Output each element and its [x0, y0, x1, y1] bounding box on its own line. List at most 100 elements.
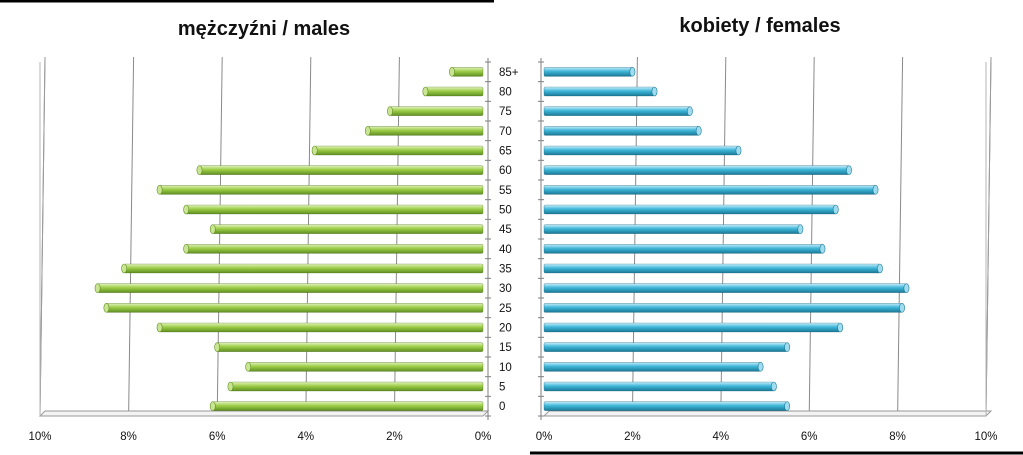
females-bar: [544, 284, 909, 293]
males-bar-cap: [215, 343, 220, 352]
males-x-tick-label: 4%: [297, 431, 314, 443]
females-bar-cap: [785, 402, 790, 411]
males-bar: [215, 343, 483, 352]
males-bar-cap: [184, 244, 189, 253]
females-bars: [544, 67, 909, 410]
age-group-label: 60: [499, 165, 512, 177]
males-bar-cap: [184, 205, 189, 214]
males-gridline: [217, 57, 222, 416]
females-gridline: [809, 57, 814, 416]
males-bar: [95, 284, 483, 293]
females-panel-title: kobiety / females: [679, 15, 840, 37]
age-axis-labels: 0 5 10 15 20 25 30 35 40 45 50 55 60 65 70 75 80 85+: [499, 67, 519, 413]
age-group-label: 0: [499, 401, 505, 413]
females-bar-cap: [758, 362, 763, 371]
males-bars: [95, 67, 483, 410]
females-bar: [544, 205, 838, 214]
females-bar-cap: [785, 343, 790, 352]
males-x-tick-label: 8%: [120, 431, 137, 443]
females-bar-cap: [877, 264, 882, 273]
males-bar-cap: [197, 166, 202, 175]
females-bar: [544, 244, 825, 253]
females-bar-cap: [899, 303, 904, 312]
males-bar: [197, 166, 483, 175]
males-bar: [210, 402, 483, 411]
females-x-axis-ticks: 0% 2% 4% 6% 8% 10%: [536, 431, 998, 443]
females-bar: [544, 323, 843, 332]
age-group-label: 20: [499, 323, 512, 335]
females-x-tick-label: 8%: [889, 431, 906, 443]
age-group-label: 25: [499, 303, 512, 315]
females-bar: [544, 382, 776, 391]
males-bar: [157, 323, 483, 332]
age-group-label: 10: [499, 362, 512, 374]
males-bar: [184, 244, 483, 253]
males-bar-cap: [210, 225, 215, 234]
females-bar-cap: [833, 205, 838, 214]
females-bar-cap: [687, 107, 692, 116]
males-gridline: [129, 57, 134, 416]
females-bar-cap: [798, 225, 803, 234]
males-bar-cap: [423, 87, 428, 96]
males-floor: [40, 411, 488, 416]
females-bar: [544, 166, 852, 175]
males-bar: [122, 264, 483, 273]
females-x-tick-label: 6%: [801, 431, 818, 443]
females-bar: [544, 362, 763, 371]
males-bar: [312, 146, 483, 155]
females-bar: [544, 343, 790, 352]
females-bar-cap: [696, 126, 701, 135]
females-bar-cap: [904, 284, 909, 293]
females-bar-cap: [820, 244, 825, 253]
females-bar-cap: [771, 382, 776, 391]
age-group-label: 5: [499, 382, 505, 394]
males-bar: [228, 382, 483, 391]
females-x-tick-label: 0%: [536, 431, 553, 443]
males-bar: [184, 205, 483, 214]
males-bar-cap: [157, 185, 162, 194]
males-x-tick-label: 0%: [475, 431, 492, 443]
females-bar: [544, 185, 878, 194]
females-bar: [544, 87, 657, 96]
females-bar-cap: [630, 67, 635, 76]
males-bar: [210, 225, 483, 234]
females-bar-cap: [846, 166, 851, 175]
males-bar-cap: [210, 402, 215, 411]
males-wall-edge: [40, 57, 45, 416]
males-bar-cap: [95, 284, 100, 293]
age-group-label: 75: [499, 106, 512, 118]
females-bar: [544, 67, 635, 76]
age-group-label: 45: [499, 224, 512, 236]
males-bar-cap: [312, 146, 317, 155]
females-bar: [544, 402, 790, 411]
females-bar-cap: [736, 146, 741, 155]
age-group-label: 40: [499, 244, 512, 256]
females-bar-cap: [838, 323, 843, 332]
males-bar: [423, 87, 483, 96]
females-bar-cap: [873, 185, 878, 194]
males-bar: [449, 67, 483, 76]
males-x-tick-label: 2%: [386, 431, 403, 443]
males-bar-cap: [122, 264, 127, 273]
females-bar-cap: [652, 87, 657, 96]
age-group-label: 80: [499, 87, 512, 99]
age-group-label: 65: [499, 146, 512, 158]
males-bar-cap: [228, 382, 233, 391]
females-x-tick-label: 2%: [624, 431, 641, 443]
age-group-label: 85+: [499, 67, 519, 79]
age-group-label: 50: [499, 205, 512, 217]
females-bar: [544, 146, 741, 155]
age-group-label: 15: [499, 342, 512, 354]
males-bar-cap: [387, 107, 392, 116]
males-bar-cap: [157, 323, 162, 332]
females-bar: [544, 264, 883, 273]
females-floor: [544, 411, 991, 416]
females-x-tick-label: 4%: [712, 431, 729, 443]
males-x-tick-label: 10%: [28, 431, 51, 443]
females-gridline: [898, 57, 903, 416]
females-bar: [544, 126, 701, 135]
males-bar-cap: [246, 362, 251, 371]
age-group-label: 30: [499, 283, 512, 295]
females-bar: [544, 225, 803, 234]
males-bar: [365, 126, 483, 135]
